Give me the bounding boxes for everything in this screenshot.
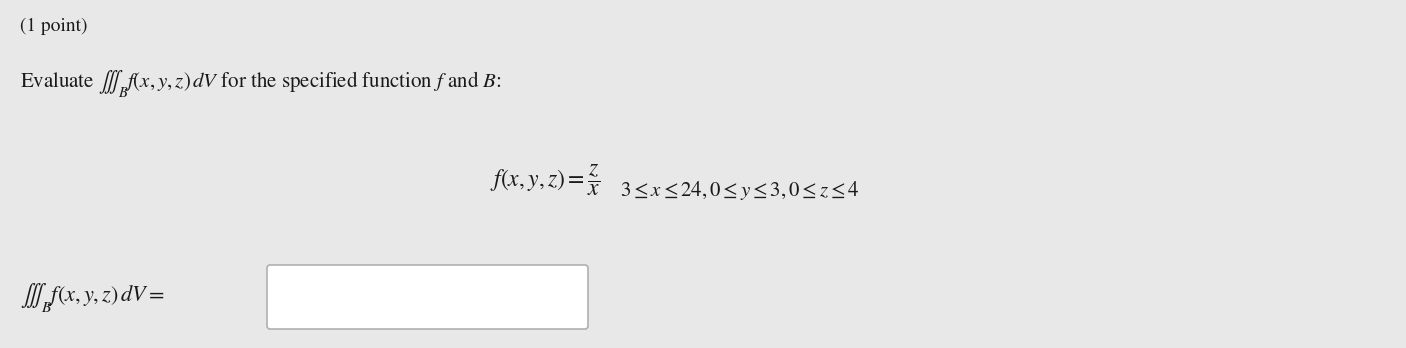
Text: $\iiint_B f(x, y, z)\, dV =$: $\iiint_B f(x, y, z)\, dV =$ — [20, 280, 165, 314]
Text: (1 point): (1 point) — [20, 18, 87, 35]
Text: $f(x, y, z) = \dfrac{z}{x}$: $f(x, y, z) = \dfrac{z}{x}$ — [491, 162, 600, 198]
Text: Evaluate $\iiint_B f(x, y, z)\, dV$ for the specified function $f$ and $B$:: Evaluate $\iiint_B f(x, y, z)\, dV$ for … — [20, 68, 502, 100]
Text: $3 \leq x \leq 24, 0 \leq y \leq 3, 0 \leq z \leq 4$: $3 \leq x \leq 24, 0 \leq y \leq 3, 0 \l… — [620, 179, 859, 201]
FancyBboxPatch shape — [267, 265, 588, 329]
